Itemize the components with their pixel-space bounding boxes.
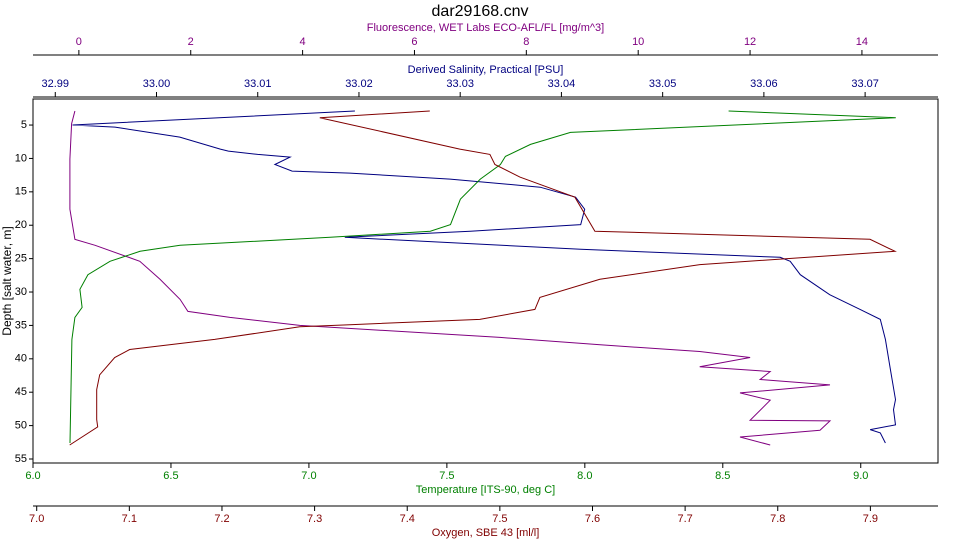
- x-tick-label: 7.7: [677, 513, 692, 525]
- y-tick-label: 40: [15, 353, 27, 365]
- x-tick-label: 10: [632, 36, 644, 48]
- x-tick-label: 33.00: [143, 78, 171, 90]
- x-tick-label: 12: [744, 36, 756, 48]
- profile-line: [69, 110, 897, 446]
- x-tick-label: 2: [188, 36, 194, 48]
- x-tick-label: 7.5: [439, 470, 454, 482]
- profile-line: [69, 110, 896, 444]
- x-tick-label: 7.2: [214, 513, 229, 525]
- y-tick-label: 45: [15, 386, 27, 398]
- profile-line: [69, 110, 832, 446]
- x-tick-label: 4: [300, 36, 306, 48]
- x-axis-label: Derived Salinity, Practical [PSU]: [408, 64, 564, 76]
- chart-title: dar29168.cnv: [432, 3, 529, 20]
- x-tick-label: 7.9: [863, 513, 878, 525]
- plot-frame: [32, 98, 939, 464]
- x-tick-label: 7.0: [29, 513, 44, 525]
- x-tick-label: 9.0: [853, 470, 868, 482]
- y-axis-label: Depth [salt water, m]: [0, 226, 14, 335]
- x-tick-label: 33.05: [649, 78, 677, 90]
- x-tick-label: 14: [856, 36, 868, 48]
- profile-line: [72, 110, 897, 444]
- x-tick-label: 7.8: [770, 513, 785, 525]
- y-tick-label: 25: [15, 253, 27, 265]
- x-tick-label: 7.3: [307, 513, 322, 525]
- x-tick-label: 8: [523, 36, 529, 48]
- y-tick-label: 30: [15, 286, 27, 298]
- x-tick-label: 7.1: [122, 513, 137, 525]
- x-axis-label: Oxygen, SBE 43 [ml/l]: [432, 527, 540, 539]
- x-tick-label: 33.01: [244, 78, 272, 90]
- x-tick-label: 32.99: [42, 78, 70, 90]
- y-tick-label: 10: [15, 152, 27, 164]
- x-tick-label: 7.5: [492, 513, 507, 525]
- x-tick-label: 33.07: [851, 78, 879, 90]
- y-tick-label: 55: [15, 453, 27, 465]
- x-tick-label: 33.02: [345, 78, 373, 90]
- x-tick-label: 6.0: [25, 470, 40, 482]
- x-tick-label: 7.0: [301, 470, 316, 482]
- x-tick-label: 7.6: [585, 513, 600, 525]
- x-tick-label: 8.0: [577, 470, 592, 482]
- x-axis-label: Fluorescence, WET Labs ECO-AFL/FL [mg/m^…: [367, 22, 604, 34]
- x-tick-label: 7.4: [400, 513, 415, 525]
- x-tick-label: 0: [76, 36, 82, 48]
- x-axis-label: Temperature [ITS-90, deg C]: [416, 484, 555, 496]
- y-tick-label: 20: [15, 219, 27, 231]
- x-tick-label: 8.5: [715, 470, 730, 482]
- y-tick-label: 50: [15, 420, 27, 432]
- x-tick-label: 6: [411, 36, 417, 48]
- y-tick-label: 15: [15, 186, 27, 198]
- x-tick-label: 33.06: [750, 78, 778, 90]
- y-tick-label: 5: [21, 119, 27, 131]
- x-tick-label: 33.04: [548, 78, 576, 90]
- x-tick-label: 33.03: [446, 78, 474, 90]
- y-tick-label: 35: [15, 319, 27, 331]
- x-tick-label: 6.5: [163, 470, 178, 482]
